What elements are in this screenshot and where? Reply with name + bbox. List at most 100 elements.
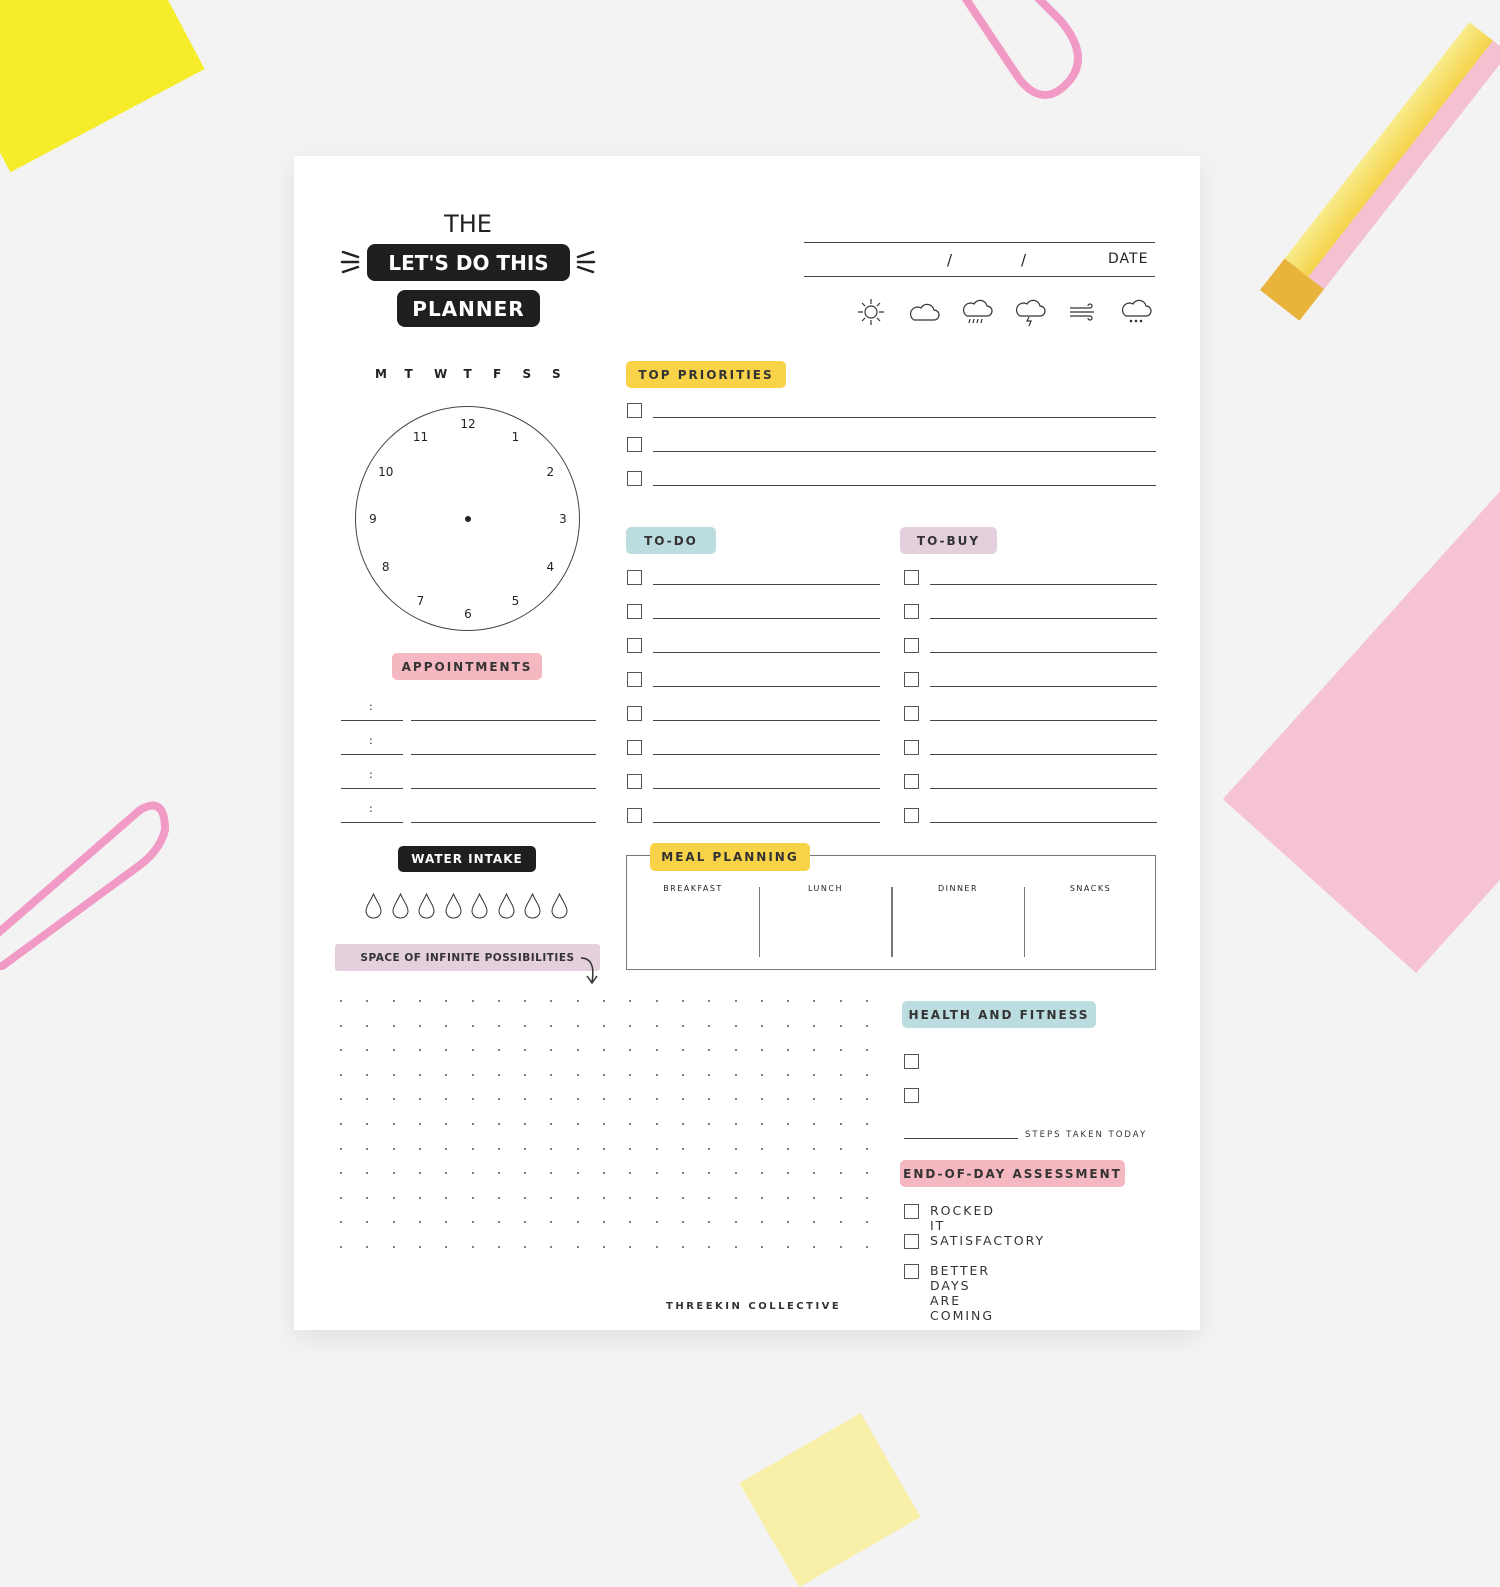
appointment-time-line[interactable] bbox=[341, 720, 403, 721]
appointment-text-line[interactable] bbox=[411, 720, 596, 721]
grid-dot bbox=[524, 1221, 527, 1224]
grid-dot bbox=[813, 1073, 816, 1076]
grid-dot bbox=[497, 1000, 500, 1002]
tobuy-line[interactable] bbox=[930, 788, 1157, 789]
wind-icon[interactable] bbox=[1067, 296, 1099, 332]
water-drop-icon[interactable] bbox=[418, 892, 435, 919]
todo-checkbox[interactable] bbox=[627, 774, 642, 789]
todo-checkbox[interactable] bbox=[627, 808, 642, 823]
cloud-icon[interactable] bbox=[908, 296, 940, 332]
rain-icon[interactable] bbox=[961, 296, 993, 332]
grid-dot bbox=[445, 1246, 448, 1248]
appointment-text-line[interactable] bbox=[411, 822, 596, 823]
appointment-time-line[interactable] bbox=[341, 822, 403, 823]
priority-checkbox[interactable] bbox=[627, 403, 642, 418]
health-checkbox-1[interactable] bbox=[904, 1054, 919, 1069]
grid-dot bbox=[866, 1147, 868, 1150]
clock-face[interactable]: 12 1 2 3 4 5 6 7 8 9 10 11 bbox=[355, 406, 580, 631]
storm-icon[interactable] bbox=[1014, 296, 1046, 332]
tobuy-checkbox[interactable] bbox=[904, 774, 919, 789]
todo-checkbox[interactable] bbox=[627, 672, 642, 687]
snow-icon[interactable] bbox=[1120, 296, 1152, 332]
eod-checkbox[interactable] bbox=[904, 1264, 919, 1279]
steps-input-line[interactable] bbox=[904, 1138, 1018, 1139]
weekday-0[interactable]: M bbox=[375, 367, 387, 381]
clock-number: 8 bbox=[381, 559, 390, 574]
appointment-time-line[interactable] bbox=[341, 754, 403, 755]
todo-line[interactable] bbox=[653, 652, 880, 653]
water-drop-icon[interactable] bbox=[444, 892, 462, 919]
todo-checkbox[interactable] bbox=[627, 570, 642, 585]
weekday-5[interactable]: S bbox=[522, 367, 532, 381]
priority-line[interactable] bbox=[653, 451, 1156, 452]
meal-planning-label: MEAL PLANNING bbox=[650, 843, 810, 871]
tobuy-checkbox[interactable] bbox=[904, 706, 919, 721]
todo-line[interactable] bbox=[653, 686, 880, 687]
priority-checkbox[interactable] bbox=[627, 437, 642, 452]
grid-dot bbox=[629, 1172, 632, 1175]
priority-checkbox[interactable] bbox=[627, 471, 642, 486]
tobuy-line[interactable] bbox=[930, 822, 1157, 823]
grid-dot bbox=[550, 1123, 553, 1125]
grid-dot bbox=[866, 1049, 868, 1052]
tobuy-line[interactable] bbox=[930, 584, 1157, 585]
weekday-3[interactable]: T bbox=[463, 367, 472, 381]
water-drop-icon[interactable] bbox=[391, 892, 409, 919]
grid-dot bbox=[340, 1073, 342, 1076]
todo-checkbox[interactable] bbox=[627, 706, 642, 721]
weekday-1[interactable]: T bbox=[404, 367, 413, 381]
water-drop-icon[interactable] bbox=[365, 892, 382, 919]
tobuy-checkbox[interactable] bbox=[904, 808, 919, 823]
water-drop-icon[interactable] bbox=[471, 892, 488, 919]
todo-line[interactable] bbox=[653, 720, 880, 721]
weekday-4[interactable]: F bbox=[493, 367, 502, 381]
grid-dot bbox=[366, 1221, 369, 1224]
todo-checkbox[interactable] bbox=[627, 740, 642, 755]
tobuy-checkbox[interactable] bbox=[904, 570, 919, 585]
grid-dot bbox=[866, 1172, 868, 1175]
health-checkbox-2[interactable] bbox=[904, 1088, 919, 1103]
water-drop-icon[interactable] bbox=[497, 892, 515, 919]
meal-divider bbox=[891, 887, 893, 957]
tobuy-checkbox[interactable] bbox=[904, 604, 919, 619]
todo-line[interactable] bbox=[653, 788, 880, 789]
weekday-2[interactable]: W bbox=[434, 367, 448, 381]
weekday-6[interactable]: S bbox=[552, 367, 561, 381]
tobuy-checkbox[interactable] bbox=[904, 638, 919, 653]
todo-checkbox[interactable] bbox=[627, 604, 642, 619]
grid-dot bbox=[760, 1000, 763, 1002]
tobuy-line[interactable] bbox=[930, 754, 1157, 755]
grid-dot bbox=[629, 1024, 632, 1027]
water-intake-label: WATER INTAKE bbox=[398, 846, 536, 872]
sun-icon[interactable] bbox=[855, 296, 887, 332]
grid-dot bbox=[340, 1172, 342, 1175]
eod-checkbox[interactable] bbox=[904, 1204, 919, 1219]
todo-line[interactable] bbox=[653, 822, 880, 823]
tobuy-line[interactable] bbox=[930, 720, 1157, 721]
todo-line[interactable] bbox=[653, 618, 880, 619]
grid-dot bbox=[550, 1172, 553, 1175]
grid-dot bbox=[839, 1049, 842, 1052]
grid-dot bbox=[734, 1172, 737, 1175]
grid-dot bbox=[445, 1073, 448, 1076]
appointment-text-line[interactable] bbox=[411, 788, 596, 789]
grid-dot bbox=[655, 1000, 658, 1002]
appointment-time-line[interactable] bbox=[341, 788, 403, 789]
priority-line[interactable] bbox=[653, 485, 1156, 486]
eod-checkbox[interactable] bbox=[904, 1234, 919, 1249]
grid-dot bbox=[340, 1024, 342, 1027]
water-drop-icon[interactable] bbox=[524, 892, 541, 919]
todo-checkbox[interactable] bbox=[627, 638, 642, 653]
appointment-text-line[interactable] bbox=[411, 754, 596, 755]
tobuy-checkbox[interactable] bbox=[904, 672, 919, 687]
todo-line[interactable] bbox=[653, 754, 880, 755]
tobuy-line[interactable] bbox=[930, 618, 1157, 619]
tobuy-checkbox[interactable] bbox=[904, 740, 919, 755]
priority-line[interactable] bbox=[653, 417, 1156, 418]
tobuy-line[interactable] bbox=[930, 652, 1157, 653]
date-slash-1: / bbox=[947, 251, 953, 269]
todo-line[interactable] bbox=[653, 584, 880, 585]
tobuy-line[interactable] bbox=[930, 686, 1157, 687]
water-drop-icon[interactable] bbox=[550, 892, 568, 919]
appointment-colon: : bbox=[369, 734, 373, 747]
